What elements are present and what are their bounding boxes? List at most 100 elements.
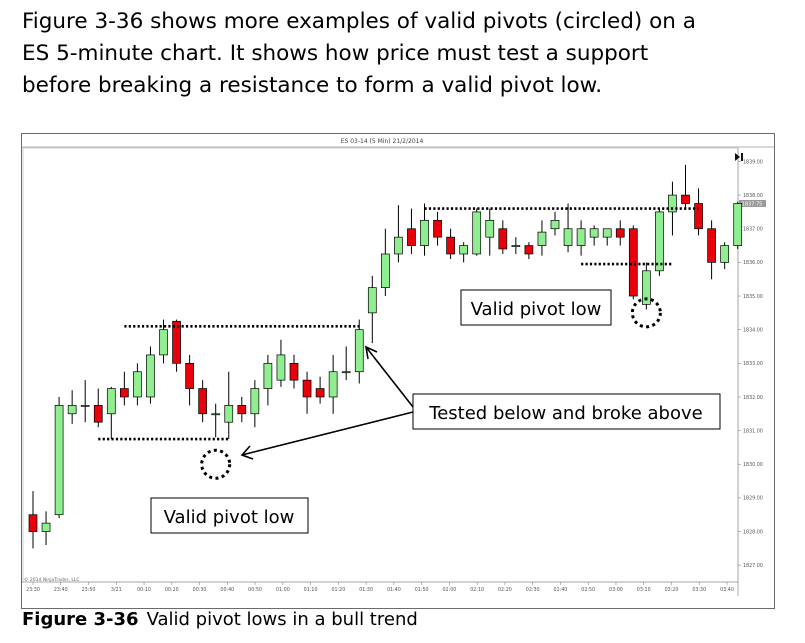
candle-body xyxy=(707,228,716,263)
candle-body xyxy=(302,379,312,398)
y-tick-label: 1837.00 xyxy=(743,227,763,233)
x-tick-label: 01:10 xyxy=(304,587,318,593)
candle-body xyxy=(237,405,247,415)
candle-body xyxy=(720,245,730,263)
candle-body xyxy=(563,228,573,246)
y-tick-label: 1827.00 xyxy=(743,563,763,569)
candle-body xyxy=(106,388,116,415)
intro-paragraph: Figure 3-36 shows more examples of valid… xyxy=(22,6,792,102)
x-tick-label: 02:10 xyxy=(470,587,484,593)
chart-frame: ES 03-14 (5 Min) 21/2/2014 © 2014 NinjaT… xyxy=(21,133,775,609)
x-tick-label: 03:10 xyxy=(637,587,651,593)
x-tick-label: 02:40 xyxy=(554,587,568,593)
x-tick-label: 01:30 xyxy=(359,587,373,593)
x-tick-label: 00:30 xyxy=(193,587,207,593)
candle-body xyxy=(67,405,77,415)
x-tick-label: 03:30 xyxy=(692,587,706,593)
x-tick-label: 02:20 xyxy=(498,587,512,593)
candle-body xyxy=(550,219,560,230)
y-tick-label: 1833.00 xyxy=(743,361,763,367)
candle-body xyxy=(433,219,442,238)
candle-body xyxy=(185,362,194,389)
candle-body xyxy=(354,329,364,373)
x-tick-label: 01:00 xyxy=(276,587,290,593)
candle-body xyxy=(537,231,547,246)
candle-body xyxy=(198,388,207,415)
annotation-label: Valid pivot low xyxy=(471,299,602,320)
x-tick-label: 02:30 xyxy=(526,587,540,593)
candle-body xyxy=(289,362,299,381)
y-tick-label: 1836.00 xyxy=(743,260,763,266)
x-tick-label: 02:50 xyxy=(581,587,595,593)
candle-body xyxy=(159,329,168,356)
y-tick-label: 1838.00 xyxy=(743,193,763,199)
candle-body xyxy=(133,371,142,398)
candlestick-series xyxy=(28,164,743,549)
candle-body xyxy=(459,245,468,255)
y-tick-label: 1834.00 xyxy=(743,327,763,333)
candle-body xyxy=(172,320,181,364)
candle-body xyxy=(381,253,390,288)
last-price-label: 1837.75 xyxy=(742,201,763,207)
arrow-to-support-test xyxy=(240,411,414,460)
chart-title: ES 03-14 (5 Min) 21/2/2014 xyxy=(341,138,424,145)
candle-body xyxy=(420,219,429,246)
copyright-label: © 2014 NinjaTrader, LLC xyxy=(24,576,79,583)
annotation-label: Tested below and broke above xyxy=(428,403,702,424)
x-tick-label: 23:50 xyxy=(82,587,96,593)
x-tick-label: 03:00 xyxy=(609,587,623,593)
candle-body xyxy=(250,388,260,415)
figure-caption: Figure 3-36 Valid pivot lows in a bull tr… xyxy=(22,609,418,630)
x-tick-label: 23:40 xyxy=(54,587,68,593)
y-tick-label: 1839.00 xyxy=(743,159,763,165)
y-tick-label: 1830.00 xyxy=(743,462,763,468)
candle-body xyxy=(93,405,103,423)
candle-body xyxy=(119,388,129,398)
candle-body xyxy=(655,211,664,272)
x-tick-label: 00:40 xyxy=(220,587,234,593)
intro-line: before breaking a resistance to form a v… xyxy=(22,73,603,98)
candle-body xyxy=(146,354,155,398)
y-tick-label: 1831.00 xyxy=(743,428,763,434)
candle-body xyxy=(341,371,351,374)
y-tick-label: 1829.00 xyxy=(743,496,763,502)
annotation-label: Valid pivot low xyxy=(164,507,295,528)
candle-body xyxy=(315,388,325,398)
x-axis: 23:30 23:40 23:50 3/21 00:10 00:20 00:30 00:40 0… xyxy=(26,582,734,593)
candle-body xyxy=(224,405,234,423)
candle-body xyxy=(54,405,64,516)
x-tick-label: 3/21 xyxy=(111,587,122,593)
annotation-tested: Tested below and broke above xyxy=(412,393,721,430)
candle-body xyxy=(628,228,638,297)
y-axis: 1839.00 1838.00 1837.00 1836.00 1835.00 1834.… xyxy=(738,159,766,569)
candle-body xyxy=(80,405,90,407)
last-price-marker xyxy=(739,200,766,208)
x-tick-label: 00:10 xyxy=(137,587,151,593)
x-tick-label: 00:20 xyxy=(165,587,179,593)
candle-body xyxy=(41,522,51,532)
candle-body xyxy=(211,413,221,416)
caption-text: Valid pivot lows in a bull trend xyxy=(146,609,418,630)
candle-body xyxy=(276,354,286,381)
x-tick-label: 01:50 xyxy=(415,587,429,593)
intro-line: Figure 3-36 shows more examples of valid… xyxy=(22,9,696,34)
level-lines xyxy=(98,207,699,441)
candle-body xyxy=(524,245,534,255)
x-tick-label: 00:50 xyxy=(248,587,262,593)
candle-body xyxy=(328,371,338,398)
candle-body xyxy=(263,362,273,389)
pivot-circle-2 xyxy=(630,297,662,329)
candle-body xyxy=(511,245,521,247)
x-tick-label: 03:40 xyxy=(720,587,734,593)
caption-label: Figure 3-36 xyxy=(22,609,139,630)
candle-body xyxy=(394,236,403,255)
pivot-circle-1 xyxy=(200,448,232,480)
pivot-circles xyxy=(200,297,662,480)
y-tick-label: 1832.00 xyxy=(743,395,763,401)
x-tick-label: 02:00 xyxy=(442,587,456,593)
candle-body xyxy=(589,228,599,238)
scroll-end-icon[interactable] xyxy=(735,153,743,161)
x-tick-label: 03:20 xyxy=(665,587,679,593)
candle-body xyxy=(733,203,743,246)
candle-body xyxy=(602,228,612,238)
